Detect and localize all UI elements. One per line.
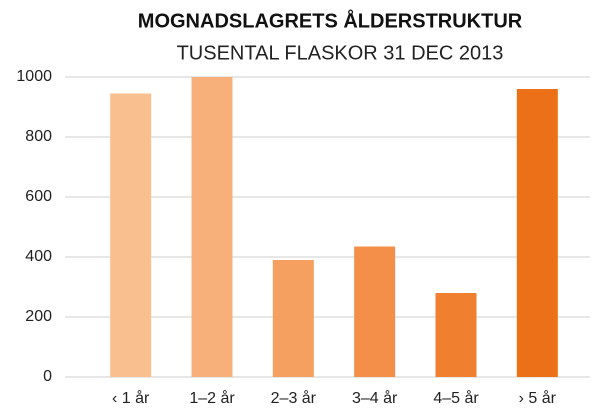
bar xyxy=(354,246,396,377)
bar xyxy=(516,89,558,377)
bar xyxy=(435,293,477,377)
x-tick-label: ‹ 1 år xyxy=(112,389,150,407)
y-tick-label: 1000 xyxy=(16,68,52,85)
x-tick-label: 2–3 år xyxy=(271,389,317,407)
y-tick-label: 200 xyxy=(25,308,52,325)
x-tick-label: › 5 år xyxy=(519,389,557,407)
y-tick-label: 400 xyxy=(25,248,52,265)
bar xyxy=(110,93,152,377)
y-tick-label: 800 xyxy=(25,128,52,145)
y-tick-label: 600 xyxy=(25,188,52,205)
chart-subtitle: TUSENTAL FLASKOR 31 DEC 2013 xyxy=(177,42,504,64)
chart-title: MOGNADSLAGRETS ÅLDERSTRUKTUR xyxy=(138,8,523,32)
bar xyxy=(191,77,233,377)
y-tick-label: 0 xyxy=(43,368,52,385)
x-tick-label: 3–4 år xyxy=(352,389,398,407)
x-tick-label: 4–5 år xyxy=(433,389,479,407)
bar xyxy=(272,260,314,377)
x-tick-label: 1–2 år xyxy=(189,389,235,407)
